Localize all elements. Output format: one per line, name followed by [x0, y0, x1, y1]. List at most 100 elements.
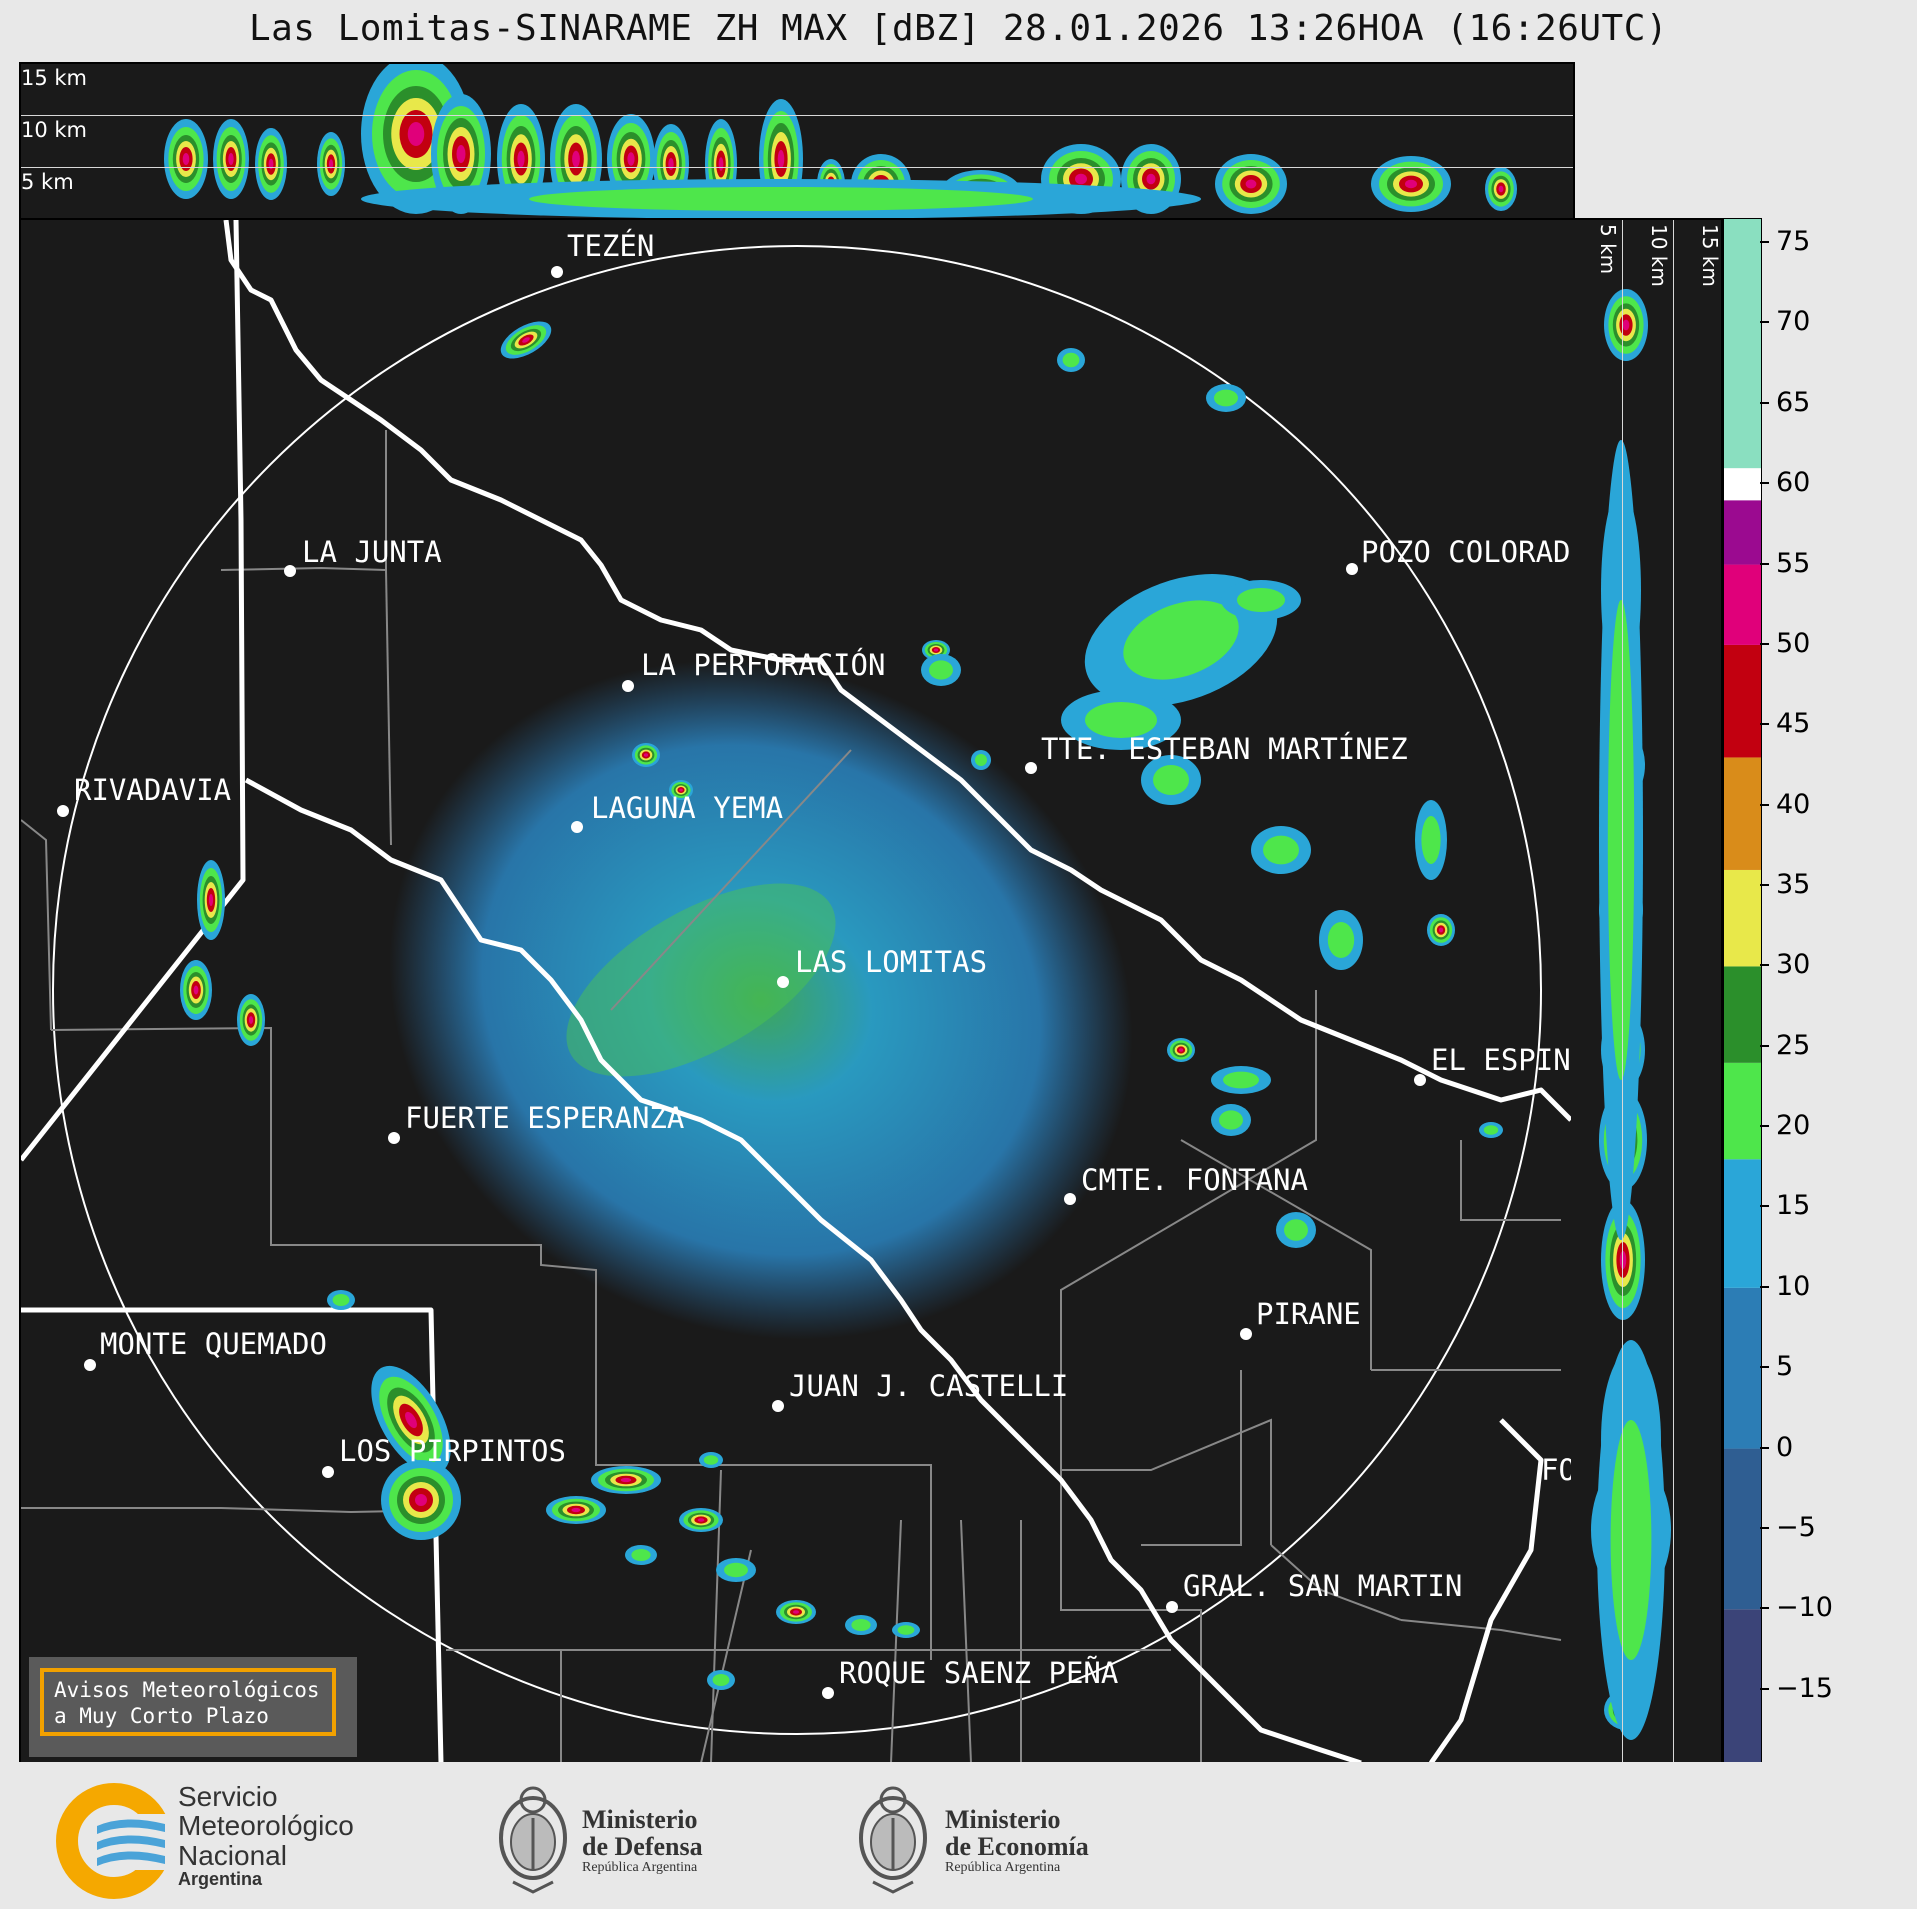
economia-line-2: de Economía [945, 1832, 1089, 1862]
colorbar-tick-label: 70 [1776, 306, 1811, 338]
city-label-tte-esteban-martinez: TTE. ESTEBAN MARTÍNEZ [1041, 732, 1408, 766]
echo-cell [522, 337, 530, 343]
colorbar [1723, 218, 1762, 1763]
echo-cell [1610, 1420, 1652, 1660]
echo-cell [456, 145, 466, 163]
side-height-label-10km: 10 km [1647, 224, 1671, 287]
city-dot-tezen [551, 266, 563, 278]
echo-cell [415, 1494, 427, 1506]
colorbar-tick-label: −10 [1776, 1592, 1833, 1624]
echo-cell [712, 1674, 730, 1686]
echo-cell [268, 158, 274, 170]
echo-cell [851, 1619, 871, 1631]
warning-line-1: Avisos Meteorológicos [54, 1678, 320, 1702]
side-height-label-15km: 15 km [1698, 224, 1722, 287]
echo-cell [193, 985, 199, 995]
city-label-la-perforacion: LA PERFORACIÓN [641, 648, 886, 682]
city-label-el-espinillo: EL ESPINILLO [1431, 1043, 1571, 1077]
city-dot-el-espinillo [1414, 1074, 1426, 1086]
city-label-cmte-fontana: CMTE. FONTANA [1081, 1163, 1308, 1197]
defensa-line-2: de Defensa [582, 1832, 703, 1862]
city-label-laguna-yema: LAGUNA YEMA [591, 791, 784, 825]
echo-cell [1284, 1219, 1308, 1241]
colorbar-tick [1760, 562, 1769, 565]
colorbar-tick-label: 20 [1776, 1110, 1811, 1142]
echo-cell [248, 1016, 254, 1024]
city-dot-juan-j-castelli [772, 1400, 784, 1412]
colorbar-tick-label: 50 [1776, 627, 1811, 659]
colorbar-tick-label: 60 [1776, 467, 1811, 499]
colorbar-tick-label: 5 [1776, 1351, 1794, 1383]
echo-cell [228, 153, 234, 165]
colorbar-band [1724, 1448, 1761, 1610]
city-label-las-lomitas: LAS LOMITAS [795, 945, 988, 979]
colorbar-tick [1760, 1526, 1769, 1529]
warning-box[interactable]: Avisos Meteorológicos a Muy Corto Plazo [29, 1657, 357, 1757]
smn-name: Servicio Meteorológico Nacional Argentin… [178, 1782, 354, 1889]
echo-cell [1146, 173, 1156, 185]
echo-cell [517, 150, 525, 168]
colorbar-band [1724, 1062, 1761, 1160]
city-label-tezen: TEZÉN [567, 229, 655, 263]
echo-cell [1223, 1071, 1259, 1089]
city-dot-rivadavia [57, 805, 69, 817]
city-dot-monte-quemado [84, 1359, 96, 1371]
city-label-pozo-colorado: POZO COLORADO [1361, 535, 1573, 569]
city-dot-la-perforacion [622, 680, 634, 692]
radar-map[interactable]: TEZÉN LA JUNTA POZO COLORADO LA PERFORAC… [19, 218, 1573, 1765]
echo-cell [929, 660, 953, 680]
defensa-line-3: República Argentina [582, 1859, 698, 1875]
colorbar-tick [1760, 321, 1769, 324]
colorbar-tick-label: 65 [1776, 386, 1811, 418]
echo-cell [1405, 179, 1417, 189]
smn-line-3: Nacional [178, 1839, 287, 1871]
colorbar-tick [1760, 1446, 1769, 1449]
echo-cell [703, 1455, 719, 1465]
city-label-pirane: PIRANE [1256, 1297, 1361, 1331]
city-dot-pirane [1240, 1328, 1252, 1340]
near-radar-echo [566, 883, 836, 1077]
echo-cell [1263, 835, 1299, 865]
top-cross-section-panel: 15 km 10 km 5 km [19, 62, 1575, 222]
height-line-10km-vertical [1673, 220, 1674, 1763]
colorbar-tick [1760, 1285, 1769, 1288]
echo-cell [572, 150, 580, 168]
colorbar-band [1724, 757, 1761, 870]
echo-cell [1498, 185, 1504, 193]
echo-cell [1123, 600, 1239, 680]
echo-cell [182, 153, 190, 165]
side-cross-section-panel: 5 km 10 km 15 km [1571, 218, 1723, 1765]
colorbar-band [1724, 1159, 1761, 1288]
echo-cell [627, 152, 635, 166]
city-dot-cmte-fontana [1064, 1193, 1076, 1205]
echo-cell [1421, 816, 1441, 864]
precipitation-cells [180, 321, 1503, 1690]
smn-line-2: Meteorológico [178, 1810, 354, 1842]
height-label-10km: 10 km [21, 118, 88, 142]
colorbar-tick-label: −15 [1776, 1672, 1833, 1704]
side-cross-section-echoes [1591, 289, 1671, 1740]
economia-seal-icon [859, 1786, 927, 1894]
colorbar-tick-label: 35 [1776, 869, 1811, 901]
radar-map-canvas [21, 220, 1571, 1763]
radar-site-dot [777, 976, 789, 988]
echo-cell [1178, 1048, 1184, 1052]
colorbar-band [1724, 564, 1761, 645]
warning-link[interactable]: Avisos Meteorológicos a Muy Corto Plazo [40, 1668, 336, 1736]
echo-cell [405, 1411, 417, 1429]
province-boundaries [21, 220, 1571, 1763]
echo-cell [1085, 702, 1157, 738]
colorbar-band [1724, 219, 1761, 469]
economia-name: Ministerio de Economía República Argenti… [945, 1806, 1089, 1875]
echo-cell [643, 753, 649, 757]
city-label-los-pirpintos: LOS PIRPINTOS [339, 1434, 566, 1468]
range-ring [52, 245, 1542, 1735]
echo-cell [1237, 588, 1285, 612]
defensa-line-1: Ministerio [582, 1805, 698, 1834]
echo-cell [1214, 389, 1238, 407]
colorbar-tick-label: 10 [1776, 1270, 1811, 1302]
height-line-10km [21, 115, 1573, 116]
city-dot-la-junta [284, 565, 296, 577]
colorbar-tick [1760, 1125, 1769, 1128]
colorbar-tick-label: 75 [1776, 226, 1811, 258]
